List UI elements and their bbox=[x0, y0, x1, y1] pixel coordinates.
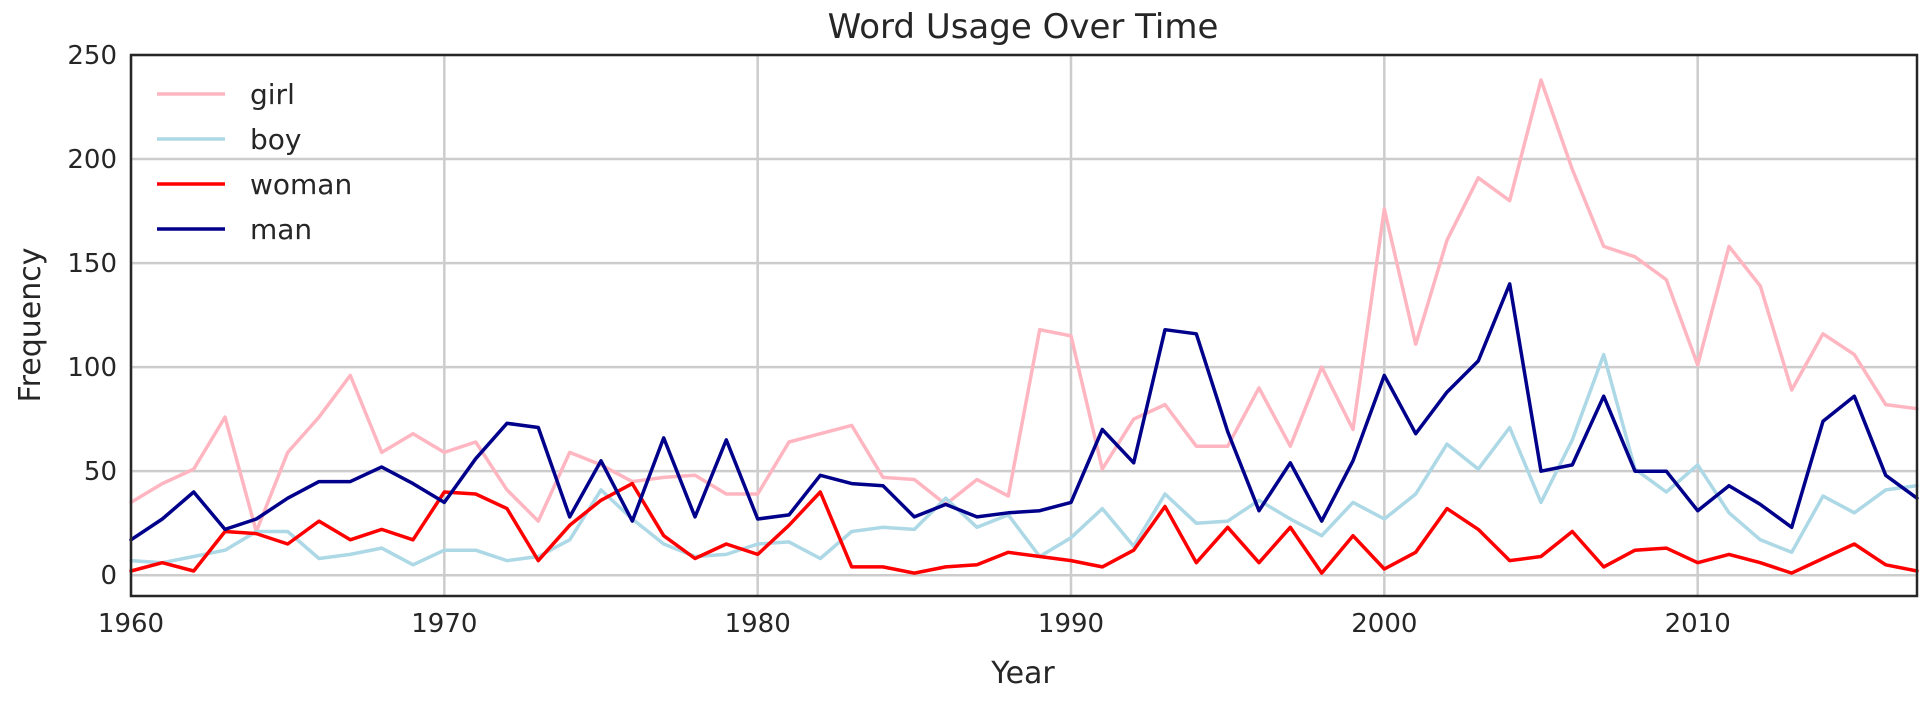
y-tick-label: 0 bbox=[100, 561, 117, 591]
legend-label-man: man bbox=[250, 213, 312, 246]
x-tick-label: 1990 bbox=[1038, 609, 1104, 639]
legend-label-woman: woman bbox=[250, 168, 352, 201]
x-tick-labels: 1960 1970 1980 1990 2000 2010 bbox=[98, 609, 1731, 639]
series-line-boy bbox=[129, 352, 1919, 567]
x-tick-label: 2010 bbox=[1665, 609, 1731, 639]
x-tick-label: 1980 bbox=[725, 609, 791, 639]
legend-label-boy: boy bbox=[250, 123, 301, 156]
series-lines bbox=[129, 78, 1919, 575]
x-tick-label: 1960 bbox=[98, 609, 164, 639]
x-tick-label: 2000 bbox=[1351, 609, 1417, 639]
y-tick-label: 150 bbox=[67, 249, 117, 279]
grid-lines bbox=[129, 53, 1917, 596]
x-tick-label: 1970 bbox=[411, 609, 477, 639]
series-line-girl bbox=[129, 78, 1919, 534]
chart-title: Word Usage Over Time bbox=[828, 7, 1219, 47]
y-tick-label: 100 bbox=[67, 353, 117, 383]
x-axis-title: Year bbox=[990, 656, 1055, 691]
legend: girl boy woman man bbox=[157, 78, 352, 246]
y-tick-label: 50 bbox=[84, 457, 117, 487]
y-axis-title: Frequency bbox=[13, 248, 48, 403]
legend-label-girl: girl bbox=[250, 78, 295, 111]
series-line-man bbox=[129, 282, 1919, 542]
y-tick-labels: 0 50 100 150 200 250 bbox=[67, 41, 117, 591]
y-tick-label: 200 bbox=[67, 145, 117, 175]
y-tick-label: 250 bbox=[67, 41, 117, 71]
plot-frame bbox=[129, 53, 1919, 598]
series-line-woman bbox=[129, 481, 1919, 575]
